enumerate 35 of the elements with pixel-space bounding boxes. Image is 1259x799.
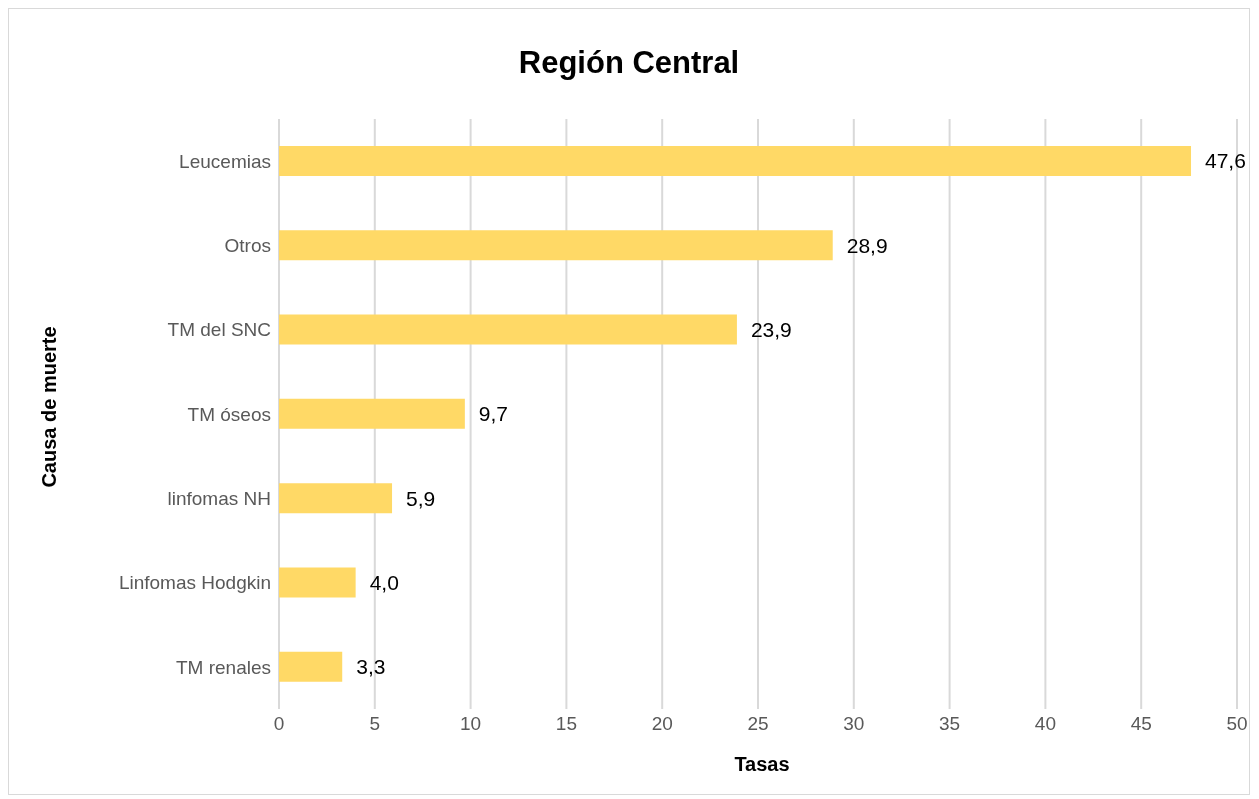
x-tick-label: 50 <box>1226 713 1248 735</box>
x-tick-label: 20 <box>651 713 673 735</box>
y-tick-label: TM del SNC <box>167 319 271 341</box>
bar <box>279 483 393 514</box>
x-tick-label: 45 <box>1130 713 1152 735</box>
data-label: 3,3 <box>356 655 386 679</box>
y-tick-label: Leucemias <box>179 150 271 172</box>
x-tick-label: 5 <box>369 713 381 735</box>
y-tick-label: Linfomas Hodgkin <box>118 572 271 594</box>
x-tick-label: 35 <box>939 713 961 735</box>
x-tick-label: 30 <box>843 713 865 735</box>
x-tick-label: 15 <box>555 713 577 735</box>
chart-title: Región Central <box>517 45 741 81</box>
bar <box>279 398 465 429</box>
bar <box>279 567 356 598</box>
data-label: 4,0 <box>369 570 399 594</box>
bar <box>279 230 833 261</box>
y-axis-title: Causa de muerte <box>37 326 61 488</box>
data-label: 5,9 <box>406 486 436 510</box>
y-tick-label: linfomas NH <box>167 488 271 510</box>
data-label: 47,6 <box>1205 149 1246 173</box>
x-tick-label: 25 <box>747 713 769 735</box>
x-axis-title: Tasas <box>733 753 791 776</box>
y-tick-label: Otros <box>224 235 271 257</box>
x-tick-label: 10 <box>460 713 482 735</box>
data-label: 9,7 <box>478 402 509 426</box>
x-tick-label: 0 <box>273 713 285 735</box>
bar <box>279 314 737 345</box>
y-tick-label: TM óseos <box>187 403 271 425</box>
data-label: 28,9 <box>846 233 888 257</box>
bar <box>279 146 1192 176</box>
bar <box>279 651 343 682</box>
x-tick-label: 40 <box>1034 713 1056 735</box>
data-label: 23,9 <box>750 318 792 342</box>
y-tick-label: TM renales <box>175 656 271 678</box>
